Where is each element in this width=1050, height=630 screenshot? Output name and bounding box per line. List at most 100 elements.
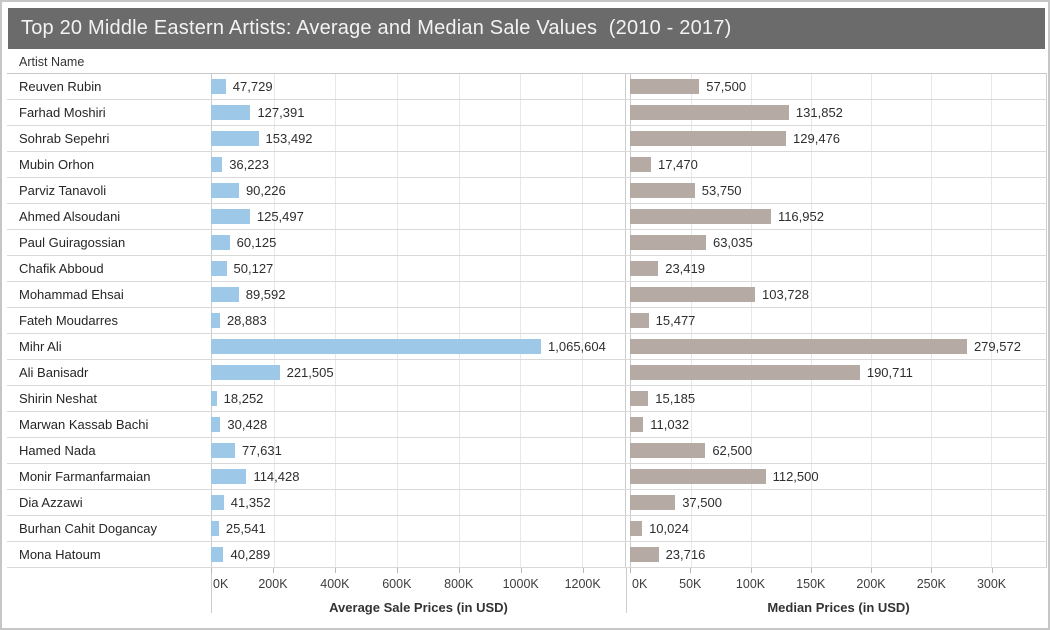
axis-tick — [991, 568, 993, 573]
avg-bar[interactable] — [211, 79, 226, 94]
axis-tick-label: 150K — [796, 577, 826, 591]
median-value-label: 11,032 — [650, 417, 690, 432]
artist-name-label: Dia Azzawi — [7, 490, 211, 515]
median-bar[interactable] — [630, 469, 766, 484]
median-bar[interactable] — [630, 365, 860, 380]
artist-name-label: Chafik Abboud — [7, 256, 211, 281]
median-bar[interactable] — [630, 157, 652, 172]
avg-bar[interactable] — [211, 105, 251, 120]
avg-bar[interactable] — [211, 235, 230, 250]
table-row: Ali Banisadr 221,505 190,711 — [7, 360, 1047, 386]
table-row: Hamed Nada 77,631 62,500 — [7, 438, 1047, 464]
artist-name-label: Farhad Moshiri — [7, 100, 211, 125]
avg-pane-cell: 28,883 — [211, 308, 626, 333]
median-bar[interactable] — [630, 105, 789, 120]
table-row: Mohammad Ehsai 89,592 103,728 — [7, 282, 1047, 308]
avg-value-label: 30,428 — [227, 417, 268, 432]
avg-value-label: 77,631 — [242, 443, 282, 458]
axis-tick-label: 1200K — [564, 577, 601, 591]
gridline — [990, 73, 992, 567]
avg-bar[interactable] — [211, 183, 239, 198]
avg-bar[interactable] — [211, 417, 221, 432]
table-row: Mona Hatoum 40,289 23,716 — [7, 542, 1047, 568]
avg-pane-cell: 221,505 — [211, 360, 626, 385]
axis-tick — [396, 568, 398, 573]
avg-bar[interactable] — [211, 157, 223, 172]
avg-bar[interactable] — [211, 365, 280, 380]
median-bar[interactable] — [630, 183, 695, 198]
median-bar[interactable] — [630, 79, 700, 94]
avg-bar[interactable] — [211, 391, 217, 406]
avg-pane-cell: 60,125 — [211, 230, 626, 255]
median-bar[interactable] — [630, 131, 787, 146]
median-axis: Median Prices (in USD) 0K 50K 100K 150K 200K… — [630, 568, 1047, 618]
median-bar[interactable] — [630, 261, 659, 276]
axis-tick — [630, 568, 631, 573]
median-value-label: 131,852 — [795, 105, 843, 120]
artist-name-label: Mihr Ali — [7, 334, 211, 359]
median-bar[interactable] — [630, 313, 649, 328]
gridline — [750, 73, 752, 567]
median-bar[interactable] — [630, 287, 755, 302]
median-bar[interactable] — [630, 391, 649, 406]
median-value-label: 23,419 — [665, 261, 705, 276]
median-bar[interactable] — [630, 495, 676, 510]
avg-pane-cell: 153,492 — [211, 126, 626, 151]
median-bar[interactable] — [630, 235, 706, 250]
median-bar[interactable] — [630, 443, 706, 458]
median-pane-cell: 190,711 — [630, 360, 1047, 385]
median-bar[interactable] — [630, 339, 967, 354]
avg-value-label: 153,492 — [265, 131, 313, 146]
avg-bar[interactable] — [211, 287, 239, 302]
median-bar[interactable] — [630, 521, 643, 536]
artist-name-label: Mohammad Ehsai — [7, 282, 211, 307]
avg-pane-cell: 89,592 — [211, 282, 626, 307]
avg-bar[interactable] — [211, 339, 542, 354]
avg-bar[interactable] — [211, 469, 247, 484]
median-bar[interactable] — [630, 547, 659, 562]
median-pane-cell: 116,952 — [630, 204, 1047, 229]
axis-tick-label: 800K — [444, 577, 474, 591]
avg-bar[interactable] — [211, 313, 220, 328]
avg-bar[interactable] — [211, 521, 219, 536]
table-row: Mihr Ali 1,065,604 279,572 — [7, 334, 1047, 360]
avg-pane-cell: 36,223 — [211, 152, 626, 177]
table-row: Shirin Neshat 18,252 15,185 — [7, 386, 1047, 412]
axis-tick-label: 300K — [976, 577, 1007, 591]
median-pane-cell: 17,470 — [630, 152, 1047, 177]
gridline — [581, 73, 583, 567]
median-value-label: 53,750 — [701, 183, 742, 198]
gridline — [335, 73, 337, 567]
avg-bar[interactable] — [211, 131, 259, 146]
avg-bar[interactable] — [211, 209, 250, 224]
avg-pane-cell: 127,391 — [211, 100, 626, 125]
avg-bar[interactable] — [211, 443, 236, 458]
artist-name-label: Hamed Nada — [7, 438, 211, 463]
avg-bar[interactable] — [211, 547, 224, 562]
avg-bar[interactable] — [211, 261, 227, 276]
column-header-artist-name: Artist Name — [19, 55, 85, 69]
median-value-label: 103,728 — [762, 287, 809, 302]
axis-tick-label: 0K — [213, 577, 229, 591]
artist-name-label: Paul Guiragossian — [7, 230, 211, 255]
axis-tick-label: 100K — [735, 577, 766, 591]
median-value-label: 15,185 — [655, 391, 696, 406]
avg-value-label: 28,883 — [226, 313, 267, 328]
avg-pane-cell: 18,252 — [211, 386, 626, 411]
avg-pane-cell: 25,541 — [211, 516, 626, 541]
median-bar[interactable] — [630, 209, 771, 224]
artist-name-label: Sohrab Sepehri — [7, 126, 211, 151]
axis-tick-label: 200K — [258, 577, 288, 591]
pane-divider — [626, 568, 627, 613]
name-column-divider — [211, 568, 212, 613]
axis-tick — [931, 568, 933, 573]
table-row: Mubin Orhon 36,223 17,470 — [7, 152, 1047, 178]
median-value-label: 37,500 — [682, 495, 722, 510]
avg-axis-title: Average Sale Prices (in USD) — [329, 600, 508, 615]
artist-name-label: Fateh Moudarres — [7, 308, 211, 333]
median-bar[interactable] — [630, 417, 644, 432]
axis-tick — [750, 568, 752, 573]
avg-value-label: 18,252 — [223, 391, 264, 406]
gridline — [930, 73, 932, 567]
avg-bar[interactable] — [211, 495, 224, 510]
